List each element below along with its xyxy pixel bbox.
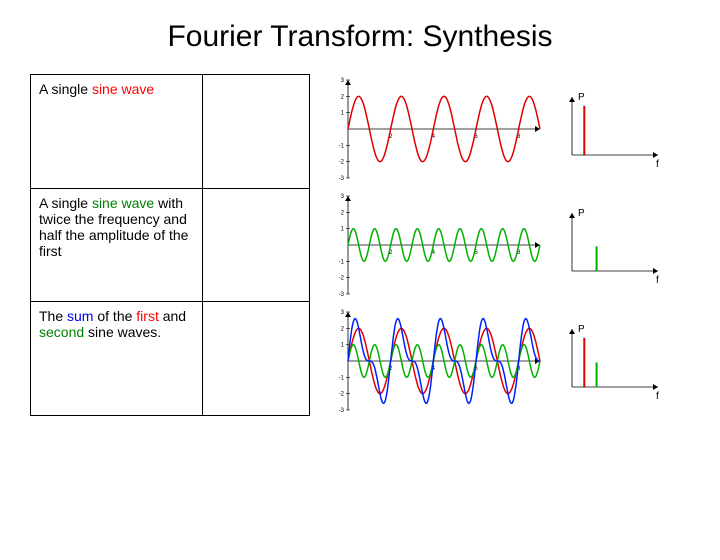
table-empty-cell xyxy=(203,188,310,302)
svg-text:f: f xyxy=(656,391,659,401)
svg-text:-3: -3 xyxy=(339,292,345,298)
table-desc-cell: A single sine wave with twice the freque… xyxy=(31,188,203,302)
frequency-domain-chart: Pf xyxy=(558,89,668,169)
time-domain-chart: -3-2-11232468 xyxy=(330,190,550,300)
chart-row: -3-2-11232468Pf xyxy=(330,306,690,416)
svg-text:2: 2 xyxy=(341,94,345,100)
table-desc-cell: A single sine wave xyxy=(31,75,203,189)
table-desc-cell: The sum of the first and second sine wav… xyxy=(31,302,203,416)
svg-text:P: P xyxy=(578,208,585,219)
svg-text:3: 3 xyxy=(341,78,345,84)
svg-text:1: 1 xyxy=(341,111,345,117)
svg-text:f: f xyxy=(656,159,659,169)
svg-text:-3: -3 xyxy=(339,408,345,414)
svg-text:P: P xyxy=(578,92,585,103)
svg-text:-1: -1 xyxy=(339,375,345,381)
svg-text:P: P xyxy=(578,324,585,335)
svg-text:2: 2 xyxy=(341,210,345,216)
content-area: A single sine waveA single sine wave wit… xyxy=(0,74,720,416)
table-empty-cell xyxy=(203,75,310,189)
svg-text:1: 1 xyxy=(341,227,345,233)
svg-text:2: 2 xyxy=(341,326,345,332)
time-domain-chart: -3-2-11232468 xyxy=(330,306,550,416)
svg-text:3: 3 xyxy=(341,310,345,316)
svg-text:-1: -1 xyxy=(339,259,345,265)
frequency-domain-chart: Pf xyxy=(558,205,668,285)
chart-row: -3-2-11232468Pf xyxy=(330,190,690,300)
table-empty-cell xyxy=(203,302,310,416)
time-domain-chart: -3-2-11232468 xyxy=(330,74,550,184)
description-table: A single sine waveA single sine wave wit… xyxy=(30,74,310,416)
page-title: Fourier Transform: Synthesis xyxy=(0,20,720,54)
svg-text:-2: -2 xyxy=(339,392,345,398)
svg-text:-2: -2 xyxy=(339,276,345,282)
frequency-domain-chart: Pf xyxy=(558,321,668,401)
chart-row: -3-2-11232468Pf xyxy=(330,74,690,184)
svg-text:1: 1 xyxy=(341,343,345,349)
svg-text:f: f xyxy=(656,275,659,285)
charts-column: -3-2-11232468Pf-3-2-11232468Pf-3-2-11232… xyxy=(330,74,690,416)
svg-text:-2: -2 xyxy=(339,160,345,166)
svg-text:-3: -3 xyxy=(339,176,345,182)
svg-text:-1: -1 xyxy=(339,143,345,149)
svg-text:3: 3 xyxy=(341,194,345,200)
